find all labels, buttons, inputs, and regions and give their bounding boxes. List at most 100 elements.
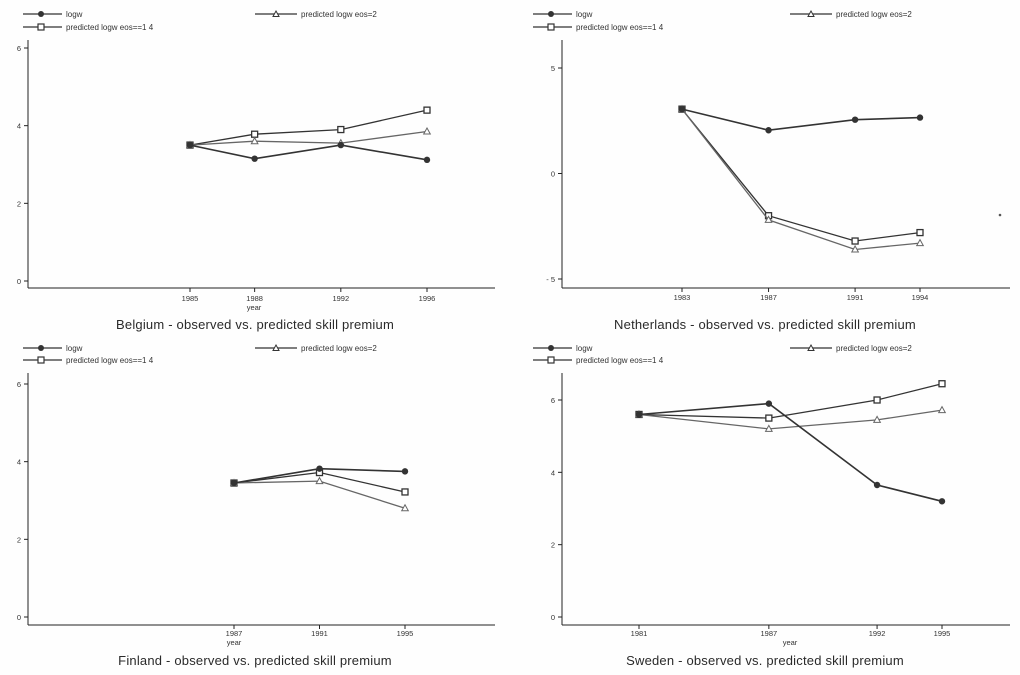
chart-svg-netherlands: logw predicted logw eos==1 4 predicted log… xyxy=(533,9,1010,302)
series-line-belgium-2 xyxy=(189,109,428,146)
x-tick-label-belgium: 1992 xyxy=(332,294,349,303)
legend-label-eos2: predicted logw eos=2 xyxy=(836,344,912,353)
point-belgium-s0-1988 xyxy=(251,155,258,162)
legend-marker-logw xyxy=(548,11,554,17)
series-line-netherlands-1 xyxy=(681,108,921,251)
chart-svg-belgium: logw predicted logw eos==1 4 predicted log… xyxy=(17,9,495,312)
series-line-sweden-1 xyxy=(638,409,943,430)
point-netherlands-s0-1991 xyxy=(851,116,859,123)
point-belgium-s1-1988 xyxy=(250,136,259,145)
stray-dot xyxy=(998,213,1002,217)
y-tick-label-sweden: 0 xyxy=(551,613,555,622)
x-tick-label-finland: 1991 xyxy=(311,629,328,638)
chart-panel-belgium: logw predicted logw eos==1 4 predicted log… xyxy=(0,0,510,337)
legend-label-logw: logw xyxy=(576,10,593,19)
point-sweden-s2-1995 xyxy=(938,380,946,388)
y-tick-label-belgium: 4 xyxy=(17,122,21,131)
x-tick-label-sweden: 1995 xyxy=(934,629,951,638)
chart-panel-sweden: logw predicted logw eos==1 4 predicted log… xyxy=(510,338,1020,675)
x-axis-title-finland: year xyxy=(227,638,242,647)
legend-marker-eos2 xyxy=(807,9,815,17)
point-sweden-s1-1995 xyxy=(937,405,947,414)
stray-dot-mark xyxy=(998,213,1002,217)
x-tick-label-belgium: 1988 xyxy=(246,294,263,303)
point-sweden-s1-1992 xyxy=(872,415,882,423)
point-netherlands-s0-1987 xyxy=(765,127,772,134)
x-tick-label-finland: 1987 xyxy=(226,629,243,638)
point-belgium-s0-1985 xyxy=(186,141,194,149)
point-sweden-s0-1992 xyxy=(873,481,881,489)
legend-label-logw: logw xyxy=(576,344,593,353)
series-line-belgium-0 xyxy=(189,144,428,161)
point-sweden-s0-1995 xyxy=(938,498,946,505)
point-belgium-s0-1996 xyxy=(423,156,431,164)
point-netherlands-s2-1994 xyxy=(916,228,924,237)
legend-label-eos14: predicted logw eos==1 4 xyxy=(66,23,154,32)
chart-title-belgium: Belgium - observed vs. predicted skill p… xyxy=(116,317,394,332)
chart-title-finland: Finland - observed vs. predicted skill p… xyxy=(118,653,392,668)
legend-netherlands: logw predicted logw eos==1 4 predicted log… xyxy=(533,9,912,32)
point-netherlands-s1-1994 xyxy=(915,238,925,247)
point-finland-s1-1991 xyxy=(315,476,324,485)
chart-title-sweden: Sweden - observed vs. predicted skill pr… xyxy=(626,653,904,668)
point-netherlands-s0-1994 xyxy=(916,114,924,121)
point-belgium-s2-1988 xyxy=(250,130,259,138)
legend-label-eos14: predicted logw eos==1 4 xyxy=(576,23,664,32)
point-finland-s2-1995 xyxy=(401,488,409,496)
legend-label-eos14: predicted logw eos==1 4 xyxy=(576,356,664,365)
legend-marker-eos14 xyxy=(547,23,555,31)
x-tick-label-sweden: 1987 xyxy=(761,629,778,638)
x-tick-label-belgium: 1996 xyxy=(419,294,436,303)
point-belgium-s0-1992 xyxy=(337,141,345,149)
legend-label-logw: logw xyxy=(66,10,83,19)
series-line-netherlands-2 xyxy=(681,108,921,242)
y-tick-label-sweden: 4 xyxy=(551,468,555,477)
legend-marker-eos14 xyxy=(37,23,45,31)
y-tick-label-sweden: 6 xyxy=(551,396,555,405)
legend-marker-eos2 xyxy=(272,9,280,17)
legend-marker-eos2 xyxy=(807,343,815,351)
series-line-finland-1 xyxy=(233,480,406,509)
point-sweden-s0-1987 xyxy=(765,400,773,407)
series-line-belgium-1 xyxy=(189,130,428,146)
x-tick-label-netherlands: 1994 xyxy=(912,293,929,302)
legend-label-eos2: predicted logw eos=2 xyxy=(836,10,912,19)
x-tick-label-netherlands: 1991 xyxy=(847,293,864,302)
x-axis-title-belgium: year xyxy=(247,303,262,312)
point-belgium-s1-1996 xyxy=(422,126,432,135)
point-finland-s0-1991 xyxy=(316,465,323,472)
y-tick-label-netherlands: 5 xyxy=(551,64,555,73)
point-belgium-s2-1996 xyxy=(423,106,431,114)
x-tick-label-sweden: 1981 xyxy=(631,629,648,638)
legend-label-eos2: predicted logw eos=2 xyxy=(301,344,377,353)
x-tick-label-finland: 1995 xyxy=(397,629,414,638)
legend-belgium: logw predicted logw eos==1 4 predicted log… xyxy=(23,9,377,32)
point-finland-s1-1995 xyxy=(400,503,410,512)
legend-marker-logw xyxy=(38,345,44,351)
legend-finland: logw predicted logw eos==1 4 predicted log… xyxy=(23,343,377,365)
series-line-netherlands-0 xyxy=(681,108,921,132)
x-tick-label-sweden: 1992 xyxy=(869,629,886,638)
chart-svg-sweden: logw predicted logw eos==1 4 predicted log… xyxy=(533,343,1010,647)
x-tick-label-netherlands: 1987 xyxy=(760,293,777,302)
y-tick-label-finland: 0 xyxy=(17,613,21,622)
chart-panel-finland: logw predicted logw eos==1 4 predicted log… xyxy=(0,338,510,675)
point-sweden-s2-1987 xyxy=(765,414,773,422)
y-tick-label-netherlands: 0 xyxy=(551,170,555,179)
point-sweden-s1-1987 xyxy=(764,424,774,432)
y-tick-label-sweden: 2 xyxy=(551,541,555,550)
point-netherlands-s0-1983 xyxy=(678,105,686,113)
legend-label-logw: logw xyxy=(66,344,83,353)
point-sweden-s2-1992 xyxy=(873,396,881,404)
y-tick-label-belgium: 2 xyxy=(17,199,21,208)
legend-marker-eos14 xyxy=(547,356,555,364)
x-tick-label-belgium: 1985 xyxy=(182,294,199,303)
point-belgium-s2-1992 xyxy=(337,125,345,134)
legend-marker-logw xyxy=(38,11,44,17)
y-tick-label-belgium: 0 xyxy=(17,277,21,286)
point-netherlands-s1-1987 xyxy=(764,215,773,223)
legend-marker-logw xyxy=(548,345,554,351)
y-tick-label-finland: 4 xyxy=(17,458,21,467)
chart-panel-netherlands: logw predicted logw eos==1 4 predicted log… xyxy=(510,0,1020,337)
